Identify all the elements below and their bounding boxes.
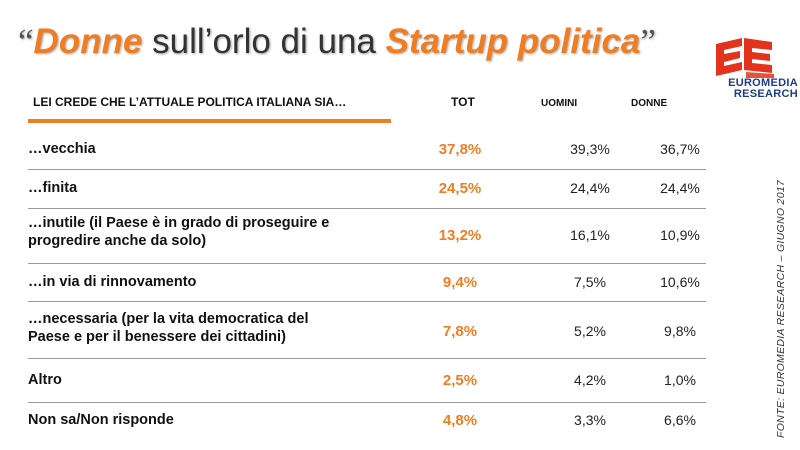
row-label: …necessaria (per la vita democratica del… xyxy=(28,310,308,346)
euromedia-logo: EUROMEDIA RESEARCH xyxy=(686,38,798,102)
value-tot: 9,4% xyxy=(442,274,478,291)
row-separator xyxy=(28,402,706,403)
page-title: “Donne sull’orlo di una Startup politica… xyxy=(18,22,698,70)
value-tot: 2,5% xyxy=(442,372,478,389)
value-uomini: 24,4% xyxy=(570,180,610,196)
table-row: …inutile (il Paese è in grado di prosegu… xyxy=(28,214,706,264)
row-separator xyxy=(28,358,706,359)
row-label: …in via di rinnovamento xyxy=(28,273,196,291)
title-highlight-startup: Startup politica xyxy=(385,22,641,61)
row-label-line: Paese e per il benessere dei cittadini) xyxy=(28,329,286,345)
table-row: …finita 24,5% 24,4% 24,4% xyxy=(28,176,706,208)
column-header-uomini: UOMINI xyxy=(541,98,578,109)
value-uomini: 16,1% xyxy=(570,227,610,243)
source-note: FONTE: EUROMEDIA RESEARCH – GIUGNO 2017 xyxy=(775,179,787,438)
value-donne: 6,6% xyxy=(664,412,696,428)
title-open-quote: “ xyxy=(18,22,34,61)
euromedia-logo-mark-icon xyxy=(716,38,774,78)
row-label-line: …inutile (il Paese è in grado di prosegu… xyxy=(28,215,330,231)
value-tot: 4,8% xyxy=(442,412,478,429)
question-header: LEI CREDE CHE L’ATTUALE POLITICA ITALIAN… xyxy=(33,95,347,109)
table-row: …in via di rinnovamento 9,4% 7,5% 10,6% xyxy=(28,270,706,302)
value-donne: 10,6% xyxy=(660,274,700,290)
row-label: …vecchia xyxy=(28,140,96,158)
table-row: Altro 2,5% 4,2% 1,0% xyxy=(28,368,706,400)
value-tot: 7,8% xyxy=(442,323,478,340)
value-tot: 13,2% xyxy=(438,227,482,244)
logo-text-research: RESEARCH xyxy=(733,88,798,100)
table-row: …vecchia 37,8% 39,3% 36,7% xyxy=(28,137,706,169)
header-underline xyxy=(28,119,391,123)
row-label-line: …vecchia xyxy=(28,141,96,157)
row-separator xyxy=(28,263,706,264)
row-label: …finita xyxy=(28,179,77,197)
row-label-line: Non sa/Non risponde xyxy=(28,412,174,428)
table-row: Non sa/Non risponde 4,8% 3,3% 6,6% xyxy=(28,408,706,440)
value-uomini: 3,3% xyxy=(574,412,606,428)
row-label-line: progredire anche da solo) xyxy=(28,233,207,249)
value-uomini: 5,2% xyxy=(574,323,606,339)
row-separator xyxy=(28,169,706,170)
value-donne: 1,0% xyxy=(664,372,696,388)
row-separator xyxy=(28,301,706,302)
row-label-line: …in via di rinnovamento xyxy=(28,274,197,290)
column-header-tot: TOT xyxy=(451,95,475,109)
row-separator xyxy=(28,208,706,209)
table-row: …necessaria (per la vita democratica del… xyxy=(28,310,706,360)
row-label-line: …finita xyxy=(28,180,78,196)
value-donne: 24,4% xyxy=(660,180,700,196)
value-donne: 36,7% xyxy=(660,141,700,157)
title-middle-text: sull’orlo di una xyxy=(142,22,386,61)
row-label-line: …necessaria (per la vita democratica del xyxy=(28,311,309,327)
value-uomini: 39,3% xyxy=(570,141,610,157)
title-highlight-donne: Donne xyxy=(33,22,143,61)
row-label: …inutile (il Paese è in grado di prosegu… xyxy=(28,214,329,250)
value-tot: 24,5% xyxy=(438,180,482,197)
value-uomini: 4,2% xyxy=(574,372,606,388)
title-close-quote: ” xyxy=(640,22,656,61)
row-label: Altro xyxy=(28,371,62,389)
value-donne: 9,8% xyxy=(664,323,696,339)
column-header-donne: DONNE xyxy=(631,98,668,109)
logo-text-euromedia: EUROMEDIA xyxy=(728,77,798,89)
row-label: Non sa/Non risponde xyxy=(28,411,174,429)
row-label-line: Altro xyxy=(28,372,62,388)
value-tot: 37,8% xyxy=(438,141,482,158)
value-uomini: 7,5% xyxy=(574,274,606,290)
value-donne: 10,9% xyxy=(660,227,700,243)
